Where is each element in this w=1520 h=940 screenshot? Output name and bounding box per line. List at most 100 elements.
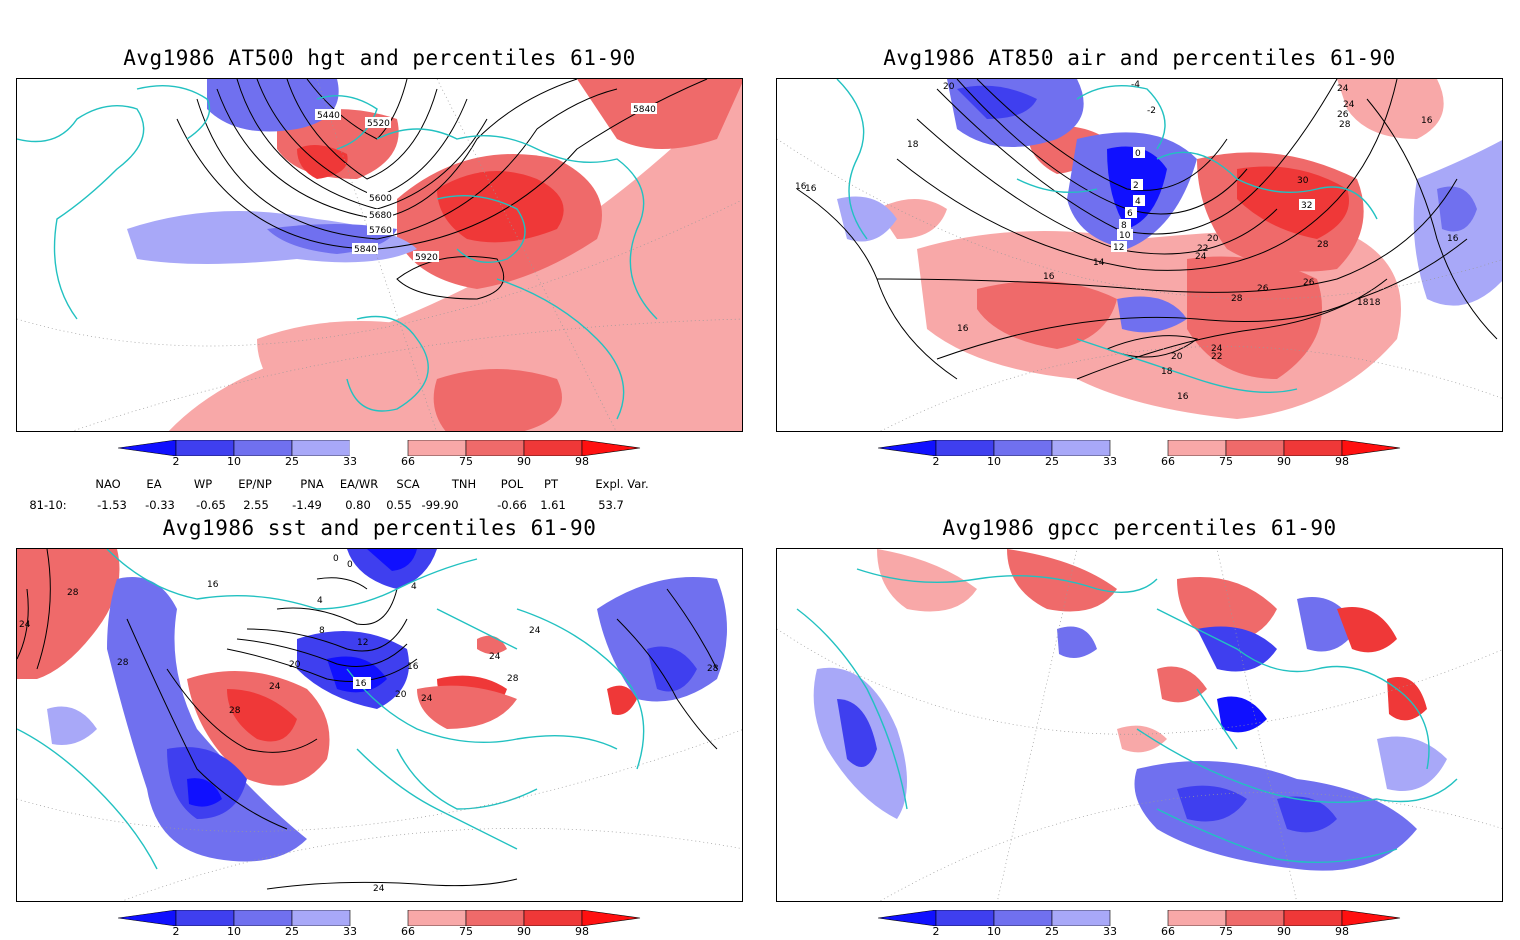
svg-text:12: 12 [357, 638, 368, 648]
svg-text:5840: 5840 [354, 245, 377, 255]
svg-text:16: 16 [1043, 272, 1055, 282]
svg-text:24: 24 [269, 682, 281, 692]
colorbar-label: 75 [459, 925, 473, 938]
svg-text:5840: 5840 [633, 105, 656, 115]
colorbar-swatches [877, 909, 1401, 927]
svg-text:28: 28 [707, 664, 719, 674]
colorbar-hgt500: 2 10 25 33 66 75 90 98 [117, 439, 648, 470]
svg-text:20: 20 [1207, 234, 1219, 244]
colorbar-label: 90 [1277, 455, 1291, 468]
colorbar-swatches [117, 439, 641, 457]
svg-text:26: 26 [1337, 110, 1349, 120]
svg-text:5440: 5440 [317, 111, 340, 121]
colorbar-swatches [877, 439, 1401, 457]
svg-text:0: 0 [347, 560, 353, 570]
svg-text:16: 16 [1447, 234, 1459, 244]
colorbar-label: 98 [575, 455, 589, 468]
svg-text:16: 16 [1421, 116, 1433, 126]
index-header: SCA [396, 477, 420, 491]
svg-text:24: 24 [1343, 100, 1355, 110]
map-gpcc [776, 548, 1503, 902]
svg-text:4: 4 [411, 582, 417, 592]
colorbar-label: 2 [172, 455, 180, 468]
svg-text:-4: -4 [1131, 80, 1140, 90]
svg-text:20: 20 [1171, 352, 1183, 362]
index-value: -1.49 [292, 498, 322, 512]
index-header: EA [146, 477, 162, 491]
svg-text:28: 28 [1231, 294, 1243, 304]
svg-text:-2: -2 [1147, 106, 1156, 116]
graticule [17, 729, 742, 901]
svg-text:24: 24 [1211, 344, 1223, 354]
colorbar-air850: 2 10 25 33 66 75 90 98 [877, 439, 1408, 470]
svg-text:32: 32 [1301, 201, 1312, 211]
colorbar-swatches [117, 909, 641, 927]
colorbar-label: 10 [987, 925, 1001, 938]
coastlines [17, 549, 645, 870]
index-header: POL [500, 477, 524, 491]
colorbar-sst: 2 10 25 33 66 75 90 98 [117, 909, 648, 940]
contour-labels: 20 -4 -2 0 2 4 6 8 10 12 14 16 16 18 18 … [795, 80, 1459, 402]
contour-labels: 28 24 28 16 0 0 4 4 8 12 16 20 24 28 16 … [19, 554, 719, 894]
svg-text:18: 18 [1357, 298, 1369, 308]
index-value: -0.65 [196, 498, 226, 512]
svg-text:28: 28 [507, 674, 519, 684]
svg-text:12: 12 [1113, 243, 1124, 253]
colorbar-label: 66 [1161, 925, 1175, 938]
svg-text:18: 18 [907, 140, 919, 150]
svg-text:16: 16 [1177, 392, 1189, 402]
svg-text:24: 24 [529, 626, 541, 636]
svg-text:5600: 5600 [369, 194, 392, 204]
graticule [777, 138, 1502, 431]
svg-text:8: 8 [319, 626, 325, 636]
svg-text:16: 16 [407, 662, 419, 672]
colorbar-label: 90 [517, 925, 531, 938]
index-header: PNA [300, 477, 324, 491]
svg-text:16: 16 [795, 182, 807, 192]
colorbar-label: 25 [1045, 925, 1059, 938]
index-header-row: NAO EA WP EP/NP PNA EA/WR SCA TNH POL PT… [0, 477, 700, 491]
svg-text:5520: 5520 [367, 119, 390, 129]
svg-text:16: 16 [805, 184, 817, 194]
svg-text:5920: 5920 [415, 253, 438, 263]
colorbar-label: 90 [1277, 925, 1291, 938]
map-sst: 28 24 28 16 0 0 4 4 8 12 16 20 24 28 16 … [16, 548, 743, 902]
svg-text:30: 30 [1297, 176, 1309, 186]
graticule [777, 549, 1502, 901]
colorbar-label: 25 [285, 925, 299, 938]
colorbar-gpcc: 2 10 25 33 66 75 90 98 [877, 909, 1408, 940]
index-value: 53.7 [598, 498, 624, 512]
colorbar-label: 2 [172, 925, 180, 938]
svg-text:24: 24 [373, 884, 385, 894]
index-value: 0.80 [345, 498, 371, 512]
colorbar-label: 33 [343, 455, 357, 468]
index-header: EP/NP [238, 477, 272, 491]
panel-title-sst: Avg1986 sst and percentiles 61-90 [162, 516, 597, 540]
svg-text:20: 20 [395, 690, 407, 700]
index-value: -99.90 [421, 498, 459, 512]
red-anomaly-areas [17, 549, 637, 786]
index-value: -0.33 [145, 498, 175, 512]
colorbar-label: 98 [1335, 925, 1349, 938]
colorbar-label: 75 [1219, 925, 1233, 938]
index-header: Expl. Var. [595, 477, 649, 491]
colorbar-label: 98 [575, 925, 589, 938]
svg-text:10: 10 [1119, 231, 1131, 241]
svg-text:24: 24 [1337, 84, 1349, 94]
svg-text:26: 26 [1303, 278, 1315, 288]
svg-text:8: 8 [1121, 221, 1127, 231]
colorbar-label: 75 [459, 455, 473, 468]
svg-text:28: 28 [1317, 240, 1329, 250]
contour-labels: 5440 5520 5600 5680 5760 5840 5920 5840 [315, 103, 657, 263]
coastlines [17, 84, 658, 420]
svg-text:28: 28 [117, 658, 129, 668]
map-air850: 20 -4 -2 0 2 4 6 8 10 12 14 16 16 18 18 … [776, 78, 1503, 432]
svg-text:18: 18 [1161, 367, 1173, 377]
svg-text:4: 4 [1135, 197, 1141, 207]
blue-anomaly-areas [837, 79, 1502, 333]
svg-text:14: 14 [1093, 258, 1105, 268]
panel-title-gpcc: Avg1986 gpcc percentiles 61-90 [942, 516, 1337, 540]
index-header: TNH [451, 477, 477, 491]
svg-text:28: 28 [1339, 120, 1351, 130]
svg-text:2: 2 [1133, 181, 1139, 191]
